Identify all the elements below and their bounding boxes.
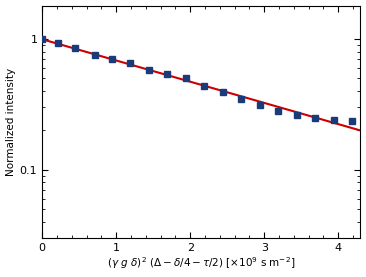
X-axis label: $( \gamma \ g \ \delta )^2 \ ( \Delta - \delta/4 - \tau/2 )$ $[ \times 10^9 \ \m: $( \gamma \ g \ \delta )^2 \ ( \Delta - …	[107, 256, 295, 271]
Y-axis label: Normalized intensity: Normalized intensity	[5, 68, 16, 176]
